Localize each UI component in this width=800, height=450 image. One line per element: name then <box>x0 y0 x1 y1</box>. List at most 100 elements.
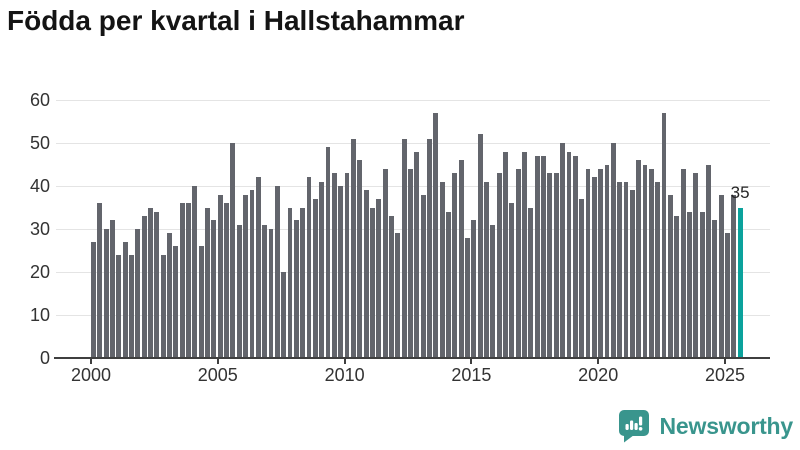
bar-2012-q1 <box>395 233 401 358</box>
bar-2015-q2 <box>477 134 483 358</box>
gridline-60 <box>56 99 770 101</box>
bar-2003-q4 <box>186 203 191 358</box>
gridline-40 <box>56 185 770 187</box>
bar-2022-q1 <box>648 168 654 358</box>
x-axis-tick-2020 <box>597 359 600 364</box>
x-axis-tick-2005 <box>216 359 219 364</box>
gridline-30 <box>56 228 770 230</box>
bar-2015-q1 <box>471 220 477 358</box>
bar-2017-q1 <box>522 151 527 358</box>
bar-2005-q1 <box>217 194 223 358</box>
bar-2018-q2 <box>553 173 559 358</box>
bar-2012-q2 <box>401 138 407 358</box>
bar-2017-q3 <box>534 155 540 358</box>
bar-2008-q4 <box>312 198 318 358</box>
bar-2007-q4 <box>287 207 293 358</box>
newsworthy-wordmark: Newsworthy <box>659 412 794 439</box>
bar-2001-q4 <box>135 229 141 358</box>
x-axis-label-2000: 2000 <box>70 365 112 385</box>
bar-2021-q4 <box>642 164 648 358</box>
y-axis-label-0: 0 <box>39 348 50 368</box>
bar-2025-q3 <box>737 207 743 358</box>
bar-2012-q3 <box>408 168 413 358</box>
y-axis-label-50: 50 <box>29 133 50 153</box>
gridline-50 <box>56 142 770 144</box>
bar-2022-q3 <box>661 112 667 358</box>
bar-2014-q4 <box>465 237 470 358</box>
bar-2014-q2 <box>452 173 458 358</box>
y-axis-label-40: 40 <box>29 176 50 196</box>
bar-2024-q2 <box>705 164 711 358</box>
bar-2022-q4 <box>667 194 673 358</box>
bar-2000-q2 <box>97 203 103 358</box>
bar-2014-q3 <box>458 160 464 358</box>
last-value-label: 35 <box>730 182 750 202</box>
bar-2024-q4 <box>718 194 724 358</box>
bar-2023-q3 <box>686 211 692 358</box>
bar-2003-q1 <box>167 233 172 358</box>
x-axis-line <box>54 357 770 359</box>
bar-2000-q1 <box>91 241 96 358</box>
bar-2011-q1 <box>369 207 375 358</box>
bar-2016-q1 <box>496 173 502 358</box>
newsworthy-logo: Newsworthy <box>618 409 793 443</box>
bar-2025-q2 <box>731 194 737 358</box>
bar-2013-q1 <box>420 194 426 358</box>
y-axis-label-30: 30 <box>29 219 50 239</box>
bar-2016-q3 <box>509 203 515 358</box>
bar-2006-q3 <box>255 177 261 358</box>
bar-2010-q1 <box>344 173 350 358</box>
bar-2017-q2 <box>528 207 534 358</box>
bar-2002-q2 <box>148 207 153 358</box>
bar-2025-q1 <box>725 233 730 358</box>
bar-2007-q3 <box>281 272 287 358</box>
bar-2013-q4 <box>439 181 445 358</box>
bar-2006-q2 <box>249 190 255 358</box>
bar-2009-q1 <box>319 181 325 358</box>
bar-2007-q1 <box>268 229 274 358</box>
bar-2016-q2 <box>503 151 508 358</box>
bar-2008-q1 <box>293 220 299 358</box>
bar-2009-q3 <box>331 173 337 358</box>
gridline-10 <box>56 314 770 316</box>
bar-2002-q3 <box>154 211 160 358</box>
bar-2014-q1 <box>446 211 451 358</box>
bar-2018-q1 <box>547 173 553 358</box>
bar-2000-q3 <box>103 229 109 358</box>
bar-2020-q3 <box>610 143 616 358</box>
bar-2001-q2 <box>122 241 128 358</box>
x-axis-tick-2000 <box>90 359 92 364</box>
bar-2019-q2 <box>579 198 585 358</box>
bar-2023-q1 <box>674 216 680 358</box>
gridline-20 <box>56 271 770 273</box>
bar-2010-q4 <box>363 190 369 358</box>
bar-2020-q4 <box>617 181 623 358</box>
bar-2004-q4 <box>211 220 217 358</box>
bar-2019-q1 <box>572 155 578 358</box>
x-axis-label-2025: 2025 <box>704 365 746 385</box>
bar-2001-q1 <box>116 254 122 358</box>
bar-2000-q4 <box>110 220 115 358</box>
y-axis-label-20: 20 <box>29 262 50 282</box>
bar-2024-q3 <box>712 220 718 358</box>
bar-2005-q2 <box>224 203 230 358</box>
bar-2013-q2 <box>427 138 432 358</box>
bar-2004-q3 <box>205 207 210 358</box>
bar-2002-q4 <box>160 254 166 358</box>
bar-2020-q2 <box>604 164 610 358</box>
bar-2015-q3 <box>484 181 489 358</box>
bar-2019-q4 <box>591 177 597 358</box>
bar-2006-q1 <box>243 194 249 358</box>
bar-2010-q2 <box>350 138 356 358</box>
x-axis-label-2005: 2005 <box>197 365 238 385</box>
x-axis-label-2020: 2020 <box>578 365 619 385</box>
bar-2021-q1 <box>623 181 629 358</box>
bar-2005-q3 <box>230 143 236 358</box>
bar-2021-q3 <box>636 160 642 358</box>
x-axis-tick-2010 <box>343 359 346 364</box>
bar-2011-q3 <box>382 168 388 358</box>
bar-2013-q3 <box>433 112 439 358</box>
bar-2018-q3 <box>560 143 566 358</box>
bar-2005-q4 <box>236 224 242 358</box>
